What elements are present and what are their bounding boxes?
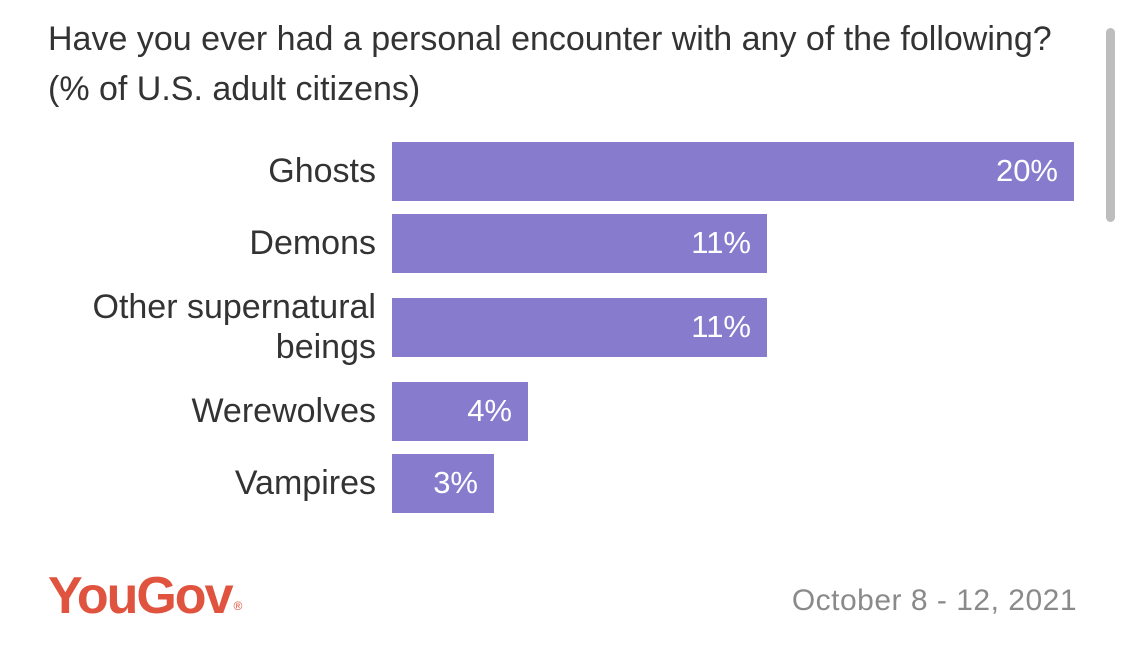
bar: 3%	[392, 453, 494, 513]
category-label: Werewolves	[191, 392, 376, 430]
chart-title: Have you ever had a personal encounter w…	[48, 20, 1052, 108]
bar: 11%	[392, 297, 767, 357]
scrollbar[interactable]	[1106, 28, 1115, 222]
bar-value-label: 4%	[467, 393, 512, 428]
trademark-symbol: ®	[233, 599, 243, 613]
survey-date: October 8 - 12, 2021	[791, 584, 1077, 617]
bar: 4%	[392, 381, 528, 441]
bar-value-label: 11%	[691, 309, 751, 344]
bar: 20%	[392, 141, 1074, 201]
yougov-logo: YouGov ®	[48, 566, 242, 626]
category-label: Vampires	[234, 464, 376, 502]
bar: 11%	[392, 213, 767, 273]
yougov-logo-text: YouGov	[48, 567, 233, 625]
category-label: Ghosts	[268, 152, 376, 190]
bar-value-label: 3%	[433, 465, 478, 500]
bar-value-label: 20%	[995, 153, 1058, 188]
category-label: Other supernatural beings	[92, 288, 377, 366]
category-label: Demons	[249, 224, 376, 262]
bar-value-label: 11%	[691, 225, 751, 260]
